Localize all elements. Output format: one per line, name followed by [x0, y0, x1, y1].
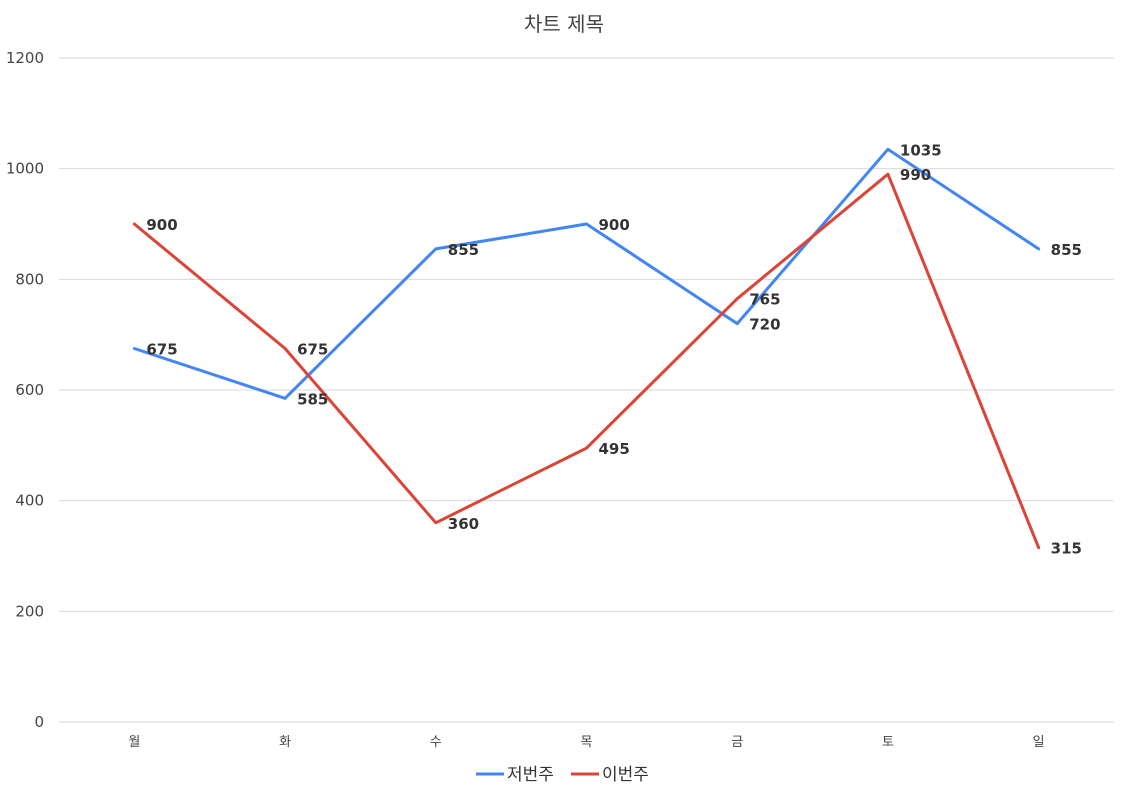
y-tick-label: 200 — [15, 602, 44, 620]
x-tick-label: 금 — [731, 735, 743, 750]
data-label: 1035 — [900, 141, 942, 159]
x-tick-label: 화 — [279, 735, 291, 750]
data-label: 675 — [297, 341, 328, 359]
legend-label: 저번주 — [507, 765, 554, 785]
series-lines — [132, 147, 1041, 550]
legend-item-0[interactable]: 저번주 — [476, 765, 554, 785]
chart-title: 차트 제목 — [524, 12, 604, 36]
data-label: 900 — [146, 216, 177, 234]
data-label: 990 — [900, 166, 931, 184]
y-axis: 0 200 400 600 800 1000 1200 — [6, 49, 44, 731]
x-tick-label: 목 — [581, 735, 593, 750]
data-label: 765 — [749, 291, 780, 309]
data-label: 315 — [1051, 540, 1082, 558]
y-tick-label: 600 — [15, 381, 44, 399]
data-label: 900 — [599, 216, 630, 234]
data-label: 855 — [1051, 241, 1082, 259]
x-tick-label: 일 — [1033, 735, 1045, 750]
y-tick-label: 400 — [15, 492, 44, 510]
data-label: 720 — [749, 316, 780, 334]
y-tick-label: 1000 — [6, 160, 44, 178]
data-label: 585 — [297, 390, 328, 408]
gridlines — [59, 57, 1114, 723]
series-line-1 — [132, 172, 1041, 550]
data-labels: 675 585 855 900 720 1035 855 900 675 360 495 765 990… — [146, 141, 1082, 557]
legend-label: 이번주 — [602, 765, 649, 785]
y-tick-label: 0 — [34, 713, 44, 731]
x-tick-label: 토 — [882, 735, 894, 750]
legend-item-1[interactable]: 이번주 — [571, 765, 649, 785]
legend: 저번주 이번주 — [476, 765, 649, 785]
data-label: 675 — [146, 341, 177, 359]
x-tick-label: 월 — [128, 735, 140, 750]
series-line-0 — [132, 147, 1041, 400]
y-tick-label: 800 — [15, 270, 44, 288]
y-tick-label: 1200 — [6, 49, 44, 67]
data-label: 495 — [599, 440, 630, 458]
x-tick-label: 수 — [430, 735, 442, 750]
data-label: 360 — [448, 515, 479, 533]
data-label: 855 — [448, 241, 479, 259]
